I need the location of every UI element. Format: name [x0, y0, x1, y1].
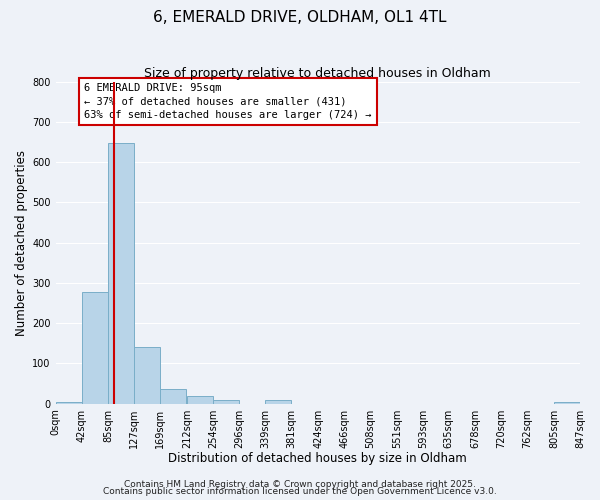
Bar: [134, 347, 160, 404]
Text: 6 EMERALD DRIVE: 95sqm
← 37% of detached houses are smaller (431)
63% of semi-de: 6 EMERALD DRIVE: 95sqm ← 37% of detached…: [85, 84, 372, 120]
Text: Contains public sector information licensed under the Open Government Licence v3: Contains public sector information licen…: [103, 487, 497, 496]
Bar: [82, 292, 107, 404]
Text: 6, EMERALD DRIVE, OLDHAM, OL1 4TL: 6, EMERALD DRIVE, OLDHAM, OL1 4TL: [153, 10, 447, 25]
Bar: [56, 402, 82, 404]
Bar: [160, 388, 186, 404]
Bar: [213, 400, 239, 404]
Y-axis label: Number of detached properties: Number of detached properties: [15, 150, 28, 336]
Text: Contains HM Land Registry data © Crown copyright and database right 2025.: Contains HM Land Registry data © Crown c…: [124, 480, 476, 489]
Bar: [265, 400, 292, 404]
Bar: [554, 402, 580, 404]
Bar: [108, 143, 134, 404]
X-axis label: Distribution of detached houses by size in Oldham: Distribution of detached houses by size …: [169, 452, 467, 465]
Title: Size of property relative to detached houses in Oldham: Size of property relative to detached ho…: [145, 68, 491, 80]
Bar: [187, 396, 213, 404]
